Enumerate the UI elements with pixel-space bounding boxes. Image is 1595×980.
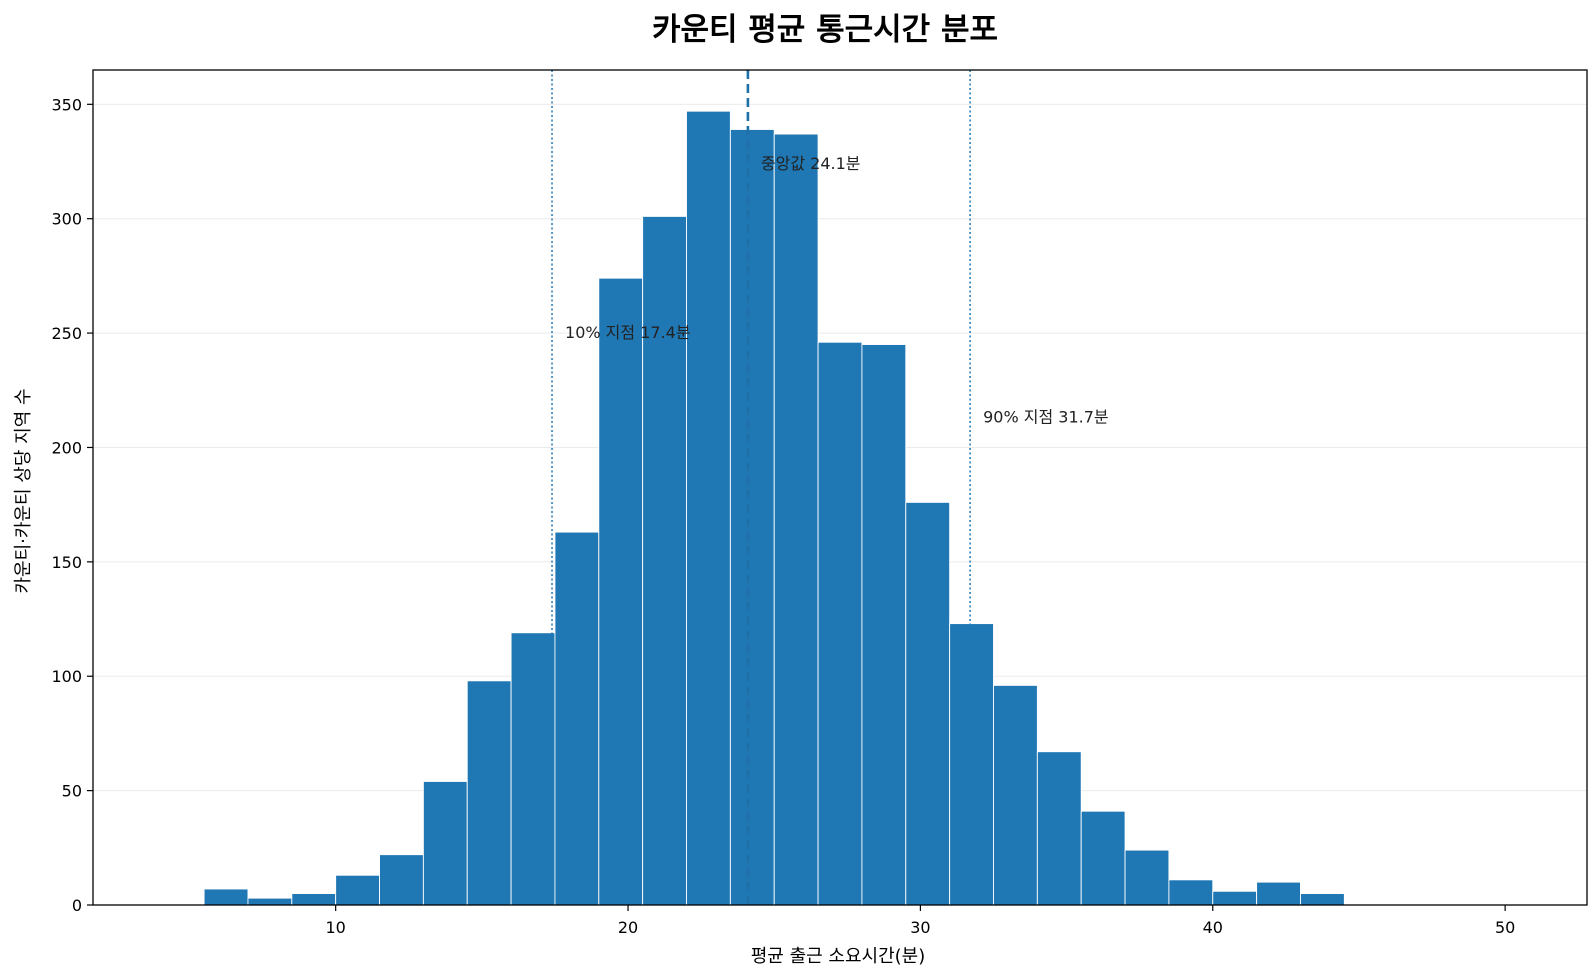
histogram-bar xyxy=(1124,849,1170,906)
histogram-bar xyxy=(993,684,1038,906)
y-tick-label: 150 xyxy=(51,553,82,572)
histogram-bar xyxy=(422,781,468,906)
histogram-bar xyxy=(861,344,907,906)
histogram-bar xyxy=(1036,751,1082,906)
y-tick-label: 350 xyxy=(51,95,82,114)
histogram-bar xyxy=(817,341,863,906)
histogram-bar xyxy=(949,623,994,906)
x-axis-ticks: 10 20 30 40 50 xyxy=(325,905,1515,937)
chart-title: 카운티 평균 통근시간 분포 xyxy=(652,12,998,48)
median-annotation: 중앙값 24.1분 xyxy=(761,154,861,173)
p10-annotation: 10% 지점 17.4분 xyxy=(565,323,691,342)
y-tick-label: 100 xyxy=(51,667,82,686)
histogram-bar xyxy=(335,874,380,906)
histogram-bar xyxy=(203,888,249,906)
histogram-bar xyxy=(554,531,600,906)
x-tick-label: 10 xyxy=(325,918,345,937)
histogram-bar xyxy=(905,501,951,906)
x-axis-title: 평균 출근 소요시간(분) xyxy=(751,946,926,967)
histogram-bar xyxy=(1300,893,1345,906)
histogram-bar xyxy=(686,110,731,906)
p90-annotation: 90% 지점 31.7분 xyxy=(983,408,1109,427)
histogram-bar xyxy=(466,680,512,906)
y-tick-label: 250 xyxy=(51,324,82,343)
histogram-bar xyxy=(729,129,775,906)
histogram-bar xyxy=(1080,810,1126,906)
y-tick-label: 50 xyxy=(62,782,82,801)
histogram-bar xyxy=(642,215,687,906)
histogram-bar xyxy=(379,854,424,906)
plot-frame xyxy=(92,69,1588,906)
y-axis-ticks: 0 50 100 150 200 250 300 350 xyxy=(51,95,93,915)
histogram-bar xyxy=(247,897,293,906)
y-tick-label: 200 xyxy=(51,438,82,457)
histogram-bar xyxy=(1256,881,1301,906)
x-tick-label: 40 xyxy=(1203,918,1223,937)
histogram-bar xyxy=(598,277,644,906)
y-tick-label: 300 xyxy=(51,210,82,229)
x-tick-label: 30 xyxy=(910,918,930,937)
y-tick-label: 0 xyxy=(72,896,82,915)
histogram-bar xyxy=(291,893,337,906)
histogram-bar xyxy=(510,632,556,906)
histogram-bars xyxy=(203,110,1345,906)
histogram-bar xyxy=(773,133,819,906)
x-tick-label: 50 xyxy=(1495,918,1515,937)
x-tick-label: 20 xyxy=(618,918,638,937)
y-axis-title: 카운티·카운티 상당 지역 수 xyxy=(13,388,34,593)
annotations: 10% 지점 17.4분 중앙값 24.1분 90% 지점 31.7분 xyxy=(565,154,1109,427)
histogram-bar xyxy=(1168,879,1214,906)
histogram-bar xyxy=(1212,890,1258,906)
